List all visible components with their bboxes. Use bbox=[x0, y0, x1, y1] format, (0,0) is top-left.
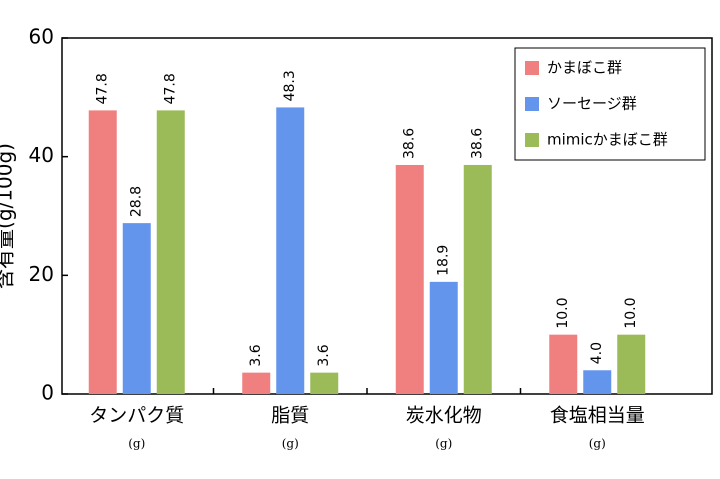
x-tick-unit: (g) bbox=[589, 437, 606, 451]
x-tick-unit: (g) bbox=[435, 437, 452, 451]
value-label: 48.3 bbox=[282, 70, 298, 101]
value-label: 3.6 bbox=[316, 344, 332, 366]
bar bbox=[429, 281, 458, 394]
legend-label: ソーセージ群 bbox=[547, 95, 637, 113]
legend-swatch bbox=[525, 61, 539, 75]
x-tick-unit: (g) bbox=[282, 437, 299, 451]
y-axis-label: 含有量(g/100g) bbox=[0, 143, 17, 289]
value-label: 28.8 bbox=[129, 186, 145, 217]
legend-swatch bbox=[525, 97, 539, 111]
y-tick-label: 20 bbox=[29, 262, 54, 286]
legend-label: かまぼこ群 bbox=[547, 59, 622, 77]
value-label: 38.6 bbox=[402, 128, 418, 159]
value-label: 38.6 bbox=[470, 128, 486, 159]
value-label: 3.6 bbox=[248, 344, 264, 366]
bar bbox=[242, 372, 271, 394]
bar bbox=[395, 164, 424, 394]
bar bbox=[276, 107, 305, 395]
bar bbox=[122, 223, 151, 394]
y-tick-label: 0 bbox=[41, 381, 54, 405]
value-label: 10.0 bbox=[623, 297, 639, 328]
bar bbox=[88, 110, 117, 395]
legend-label: mimicかまぼこ群 bbox=[547, 131, 668, 149]
y-tick-label: 60 bbox=[29, 25, 54, 49]
bar bbox=[549, 334, 578, 394]
x-tick-label: 食塩相当量 bbox=[550, 405, 645, 427]
value-label: 10.0 bbox=[555, 297, 571, 328]
x-tick-label: 脂質 bbox=[271, 405, 309, 427]
value-label: 47.8 bbox=[163, 73, 179, 104]
bar bbox=[583, 370, 612, 394]
bar bbox=[310, 372, 339, 394]
value-label: 47.8 bbox=[95, 73, 111, 104]
x-tick-label: 炭水化物 bbox=[406, 405, 482, 427]
value-label: 4.0 bbox=[589, 342, 605, 364]
x-tick-unit: (g) bbox=[128, 437, 145, 451]
plot-frame bbox=[61, 37, 713, 395]
bar bbox=[617, 334, 646, 394]
legend-box bbox=[514, 47, 706, 161]
bar bbox=[463, 164, 492, 394]
legend-swatch bbox=[525, 133, 539, 147]
y-tick-label: 40 bbox=[29, 143, 54, 167]
bar bbox=[156, 110, 185, 395]
x-tick-label: タンパク質 bbox=[89, 405, 184, 427]
value-label: 18.9 bbox=[436, 245, 452, 276]
